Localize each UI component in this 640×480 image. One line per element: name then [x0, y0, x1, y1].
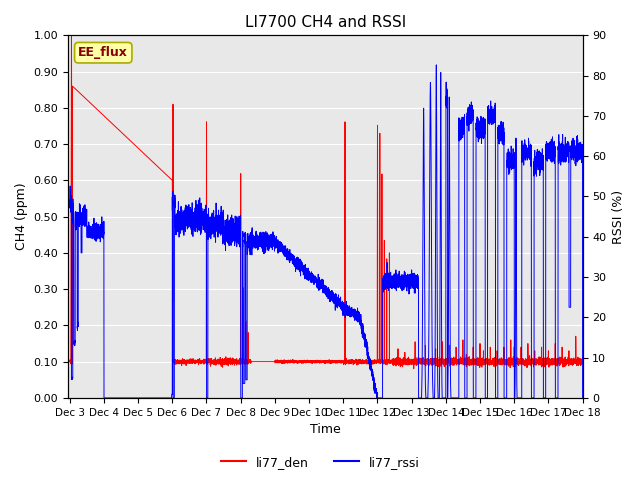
- Title: LI7700 CH4 and RSSI: LI7700 CH4 and RSSI: [244, 15, 406, 30]
- Text: EE_flux: EE_flux: [78, 46, 128, 59]
- Y-axis label: RSSI (%): RSSI (%): [612, 190, 625, 244]
- X-axis label: Time: Time: [310, 423, 340, 436]
- Y-axis label: CH4 (ppm): CH4 (ppm): [15, 183, 28, 251]
- Legend: li77_den, li77_rssi: li77_den, li77_rssi: [216, 451, 424, 474]
